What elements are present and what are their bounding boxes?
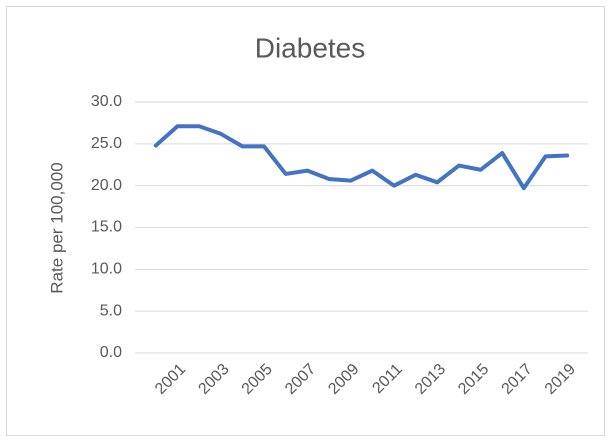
y-tick-label: 20.0 <box>91 177 122 194</box>
y-tick-label: 5.0 <box>100 302 122 319</box>
y-tick-label: 15.0 <box>91 219 122 236</box>
data-line <box>153 124 570 191</box>
y-axis-label: Rate per 100,000 <box>47 162 66 293</box>
y-tick-label: 0.0 <box>100 344 122 361</box>
y-tick-label: 30.0 <box>91 93 122 110</box>
y-tick-label: 10.0 <box>91 261 122 278</box>
chart-title: Diabetes <box>255 32 366 63</box>
y-tick-label: 25.0 <box>91 135 122 152</box>
chart-border <box>6 6 605 436</box>
